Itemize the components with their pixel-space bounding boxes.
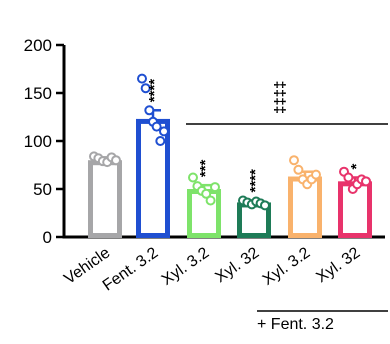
- group-label: + Fent. 3.2: [257, 316, 334, 333]
- y-tick-label: 150: [24, 84, 52, 103]
- y-tick-label: 100: [24, 132, 52, 151]
- significance-label: ****: [247, 169, 264, 193]
- data-point: [111, 155, 121, 166]
- comparison-marker: ‡‡‡‡: [272, 81, 289, 114]
- data-point: [311, 169, 321, 180]
- data-point: [293, 164, 304, 175]
- y-tick-label: 0: [43, 228, 52, 247]
- data-point: [343, 172, 354, 183]
- category-label: Xyl. 3.2: [260, 244, 314, 289]
- data-point: [140, 83, 151, 94]
- y-tick-label: 200: [24, 36, 52, 55]
- significance-label: *: [348, 163, 365, 169]
- data-point: [144, 105, 155, 116]
- data-point: [205, 195, 216, 206]
- data-point: [361, 176, 371, 187]
- chart-annotations: ************‡‡‡‡: [146, 79, 388, 312]
- bar: [88, 160, 122, 238]
- significance-label: ***: [197, 159, 214, 177]
- data-point: [151, 121, 162, 132]
- significance-label: ****: [146, 79, 163, 103]
- category-label: Fent. 3.2: [100, 244, 162, 294]
- data-point: [159, 126, 169, 137]
- category-label: Xyl. 3.2: [159, 244, 213, 289]
- data-point: [260, 200, 270, 211]
- y-tick-label: 50: [33, 180, 52, 199]
- data-point: [137, 73, 147, 84]
- category-label: Xyl. 32: [212, 244, 262, 286]
- data-point: [155, 136, 166, 146]
- category-label: Xyl. 32: [313, 244, 363, 286]
- data-point: [289, 155, 299, 166]
- data-point: [201, 188, 212, 199]
- data-point: [210, 182, 220, 193]
- data-point: [188, 172, 198, 183]
- chart-bars: [88, 73, 372, 239]
